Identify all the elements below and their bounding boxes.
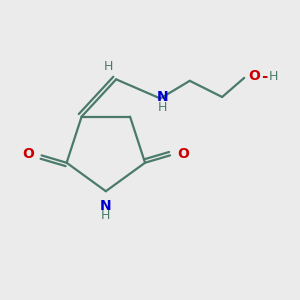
Text: H: H xyxy=(101,209,110,222)
Text: O: O xyxy=(177,147,189,161)
Text: -: - xyxy=(261,69,267,84)
Text: O: O xyxy=(22,147,34,161)
Text: N: N xyxy=(100,199,112,213)
Text: H: H xyxy=(268,70,278,83)
Text: H: H xyxy=(104,60,113,73)
Text: H: H xyxy=(158,101,167,114)
Text: N: N xyxy=(157,90,169,104)
Text: O: O xyxy=(248,69,260,83)
